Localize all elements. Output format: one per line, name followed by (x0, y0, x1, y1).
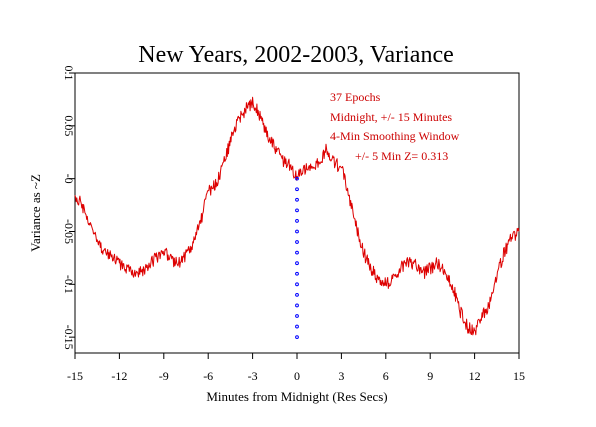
midnight-marker (295, 261, 299, 266)
midnight-marker (295, 219, 299, 223)
y-axis-label: Variance as ~Z (28, 174, 43, 252)
annotation-zscore: +/- 5 Min Z= 0.313 (355, 149, 448, 163)
x-tick-label: -12 (111, 369, 127, 383)
midnight-marker (295, 229, 299, 234)
chart-title: New Years, 2002-2003, Variance (138, 42, 454, 68)
midnight-marker (295, 282, 299, 287)
x-tick-label: -9 (159, 369, 169, 383)
x-tick-label: -15 (67, 369, 83, 383)
x-axis-label: Minutes from Midnight (Res Secs) (206, 389, 387, 404)
x-tick-label: -3 (248, 369, 258, 383)
x-tick-label: 9 (427, 369, 433, 383)
x-axis: -15 -12 -9 -6 -3 0 3 6 9 12 15 (67, 353, 525, 383)
y-tick-label: -0.15 (62, 325, 76, 350)
midnight-marker (295, 208, 299, 213)
x-tick-label: 15 (513, 369, 525, 383)
y-tick-label: -0 (62, 174, 76, 184)
y-tick-label: -0.05 (62, 219, 76, 244)
y-axis: 0.1 0.05 -0 -0.05 -0.1 -0.15 (62, 66, 76, 350)
plot-frame (74, 72, 520, 354)
annotation-epochs: 37 Epochs (330, 90, 381, 104)
midnight-marker (295, 314, 299, 318)
midnight-marker (295, 240, 299, 244)
midnight-marker (295, 303, 299, 308)
x-tick-label: -6 (203, 369, 213, 383)
x-tick-label: 3 (338, 369, 344, 383)
midnight-marker (295, 292, 299, 297)
y-tick-label: 0.05 (62, 115, 76, 136)
midnight-marker (295, 197, 299, 202)
midnight-marker (295, 271, 299, 276)
midnight-marker (295, 250, 299, 255)
midnight-marker (295, 187, 299, 192)
y-tick-label: 0.1 (62, 66, 76, 81)
annotation-window: Midnight, +/- 15 Minutes (330, 110, 452, 124)
annotation-smoothing: 4-Min Smoothing Window (330, 129, 460, 143)
variance-line (74, 96, 520, 336)
midnight-marker (295, 176, 299, 181)
x-tick-label: 6 (383, 369, 389, 383)
y-tick-label: -0.1 (62, 275, 76, 294)
midnight-marker (295, 324, 299, 329)
midnight-markers (295, 176, 299, 340)
midnight-marker (295, 335, 299, 340)
x-tick-label: 0 (294, 369, 300, 383)
series-layer (74, 96, 520, 336)
annotation-block: 37 Epochs Midnight, +/- 15 Minutes 4-Min… (330, 90, 460, 163)
x-tick-label: 12 (469, 369, 481, 383)
